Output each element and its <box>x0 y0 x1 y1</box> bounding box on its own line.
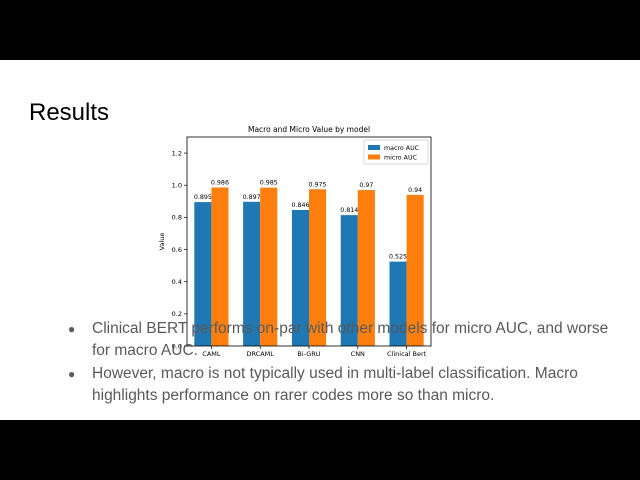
data-label: 0.525 <box>389 254 407 261</box>
bullet-list: Clinical BERT performs on-par with other… <box>68 318 613 408</box>
data-label: 0.846 <box>291 202 309 209</box>
legend-label: macro AUC <box>384 145 420 152</box>
y-tick-label: 1.2 <box>172 149 182 157</box>
bar-micro <box>357 190 375 346</box>
slide-title: Results <box>29 99 110 126</box>
legend-swatch <box>368 154 380 160</box>
bar-macro <box>194 202 212 346</box>
y-tick-label: 0.4 <box>172 278 182 286</box>
chart-title: Macro and Micro Value by model <box>248 125 370 134</box>
bar-micro <box>260 187 278 346</box>
data-label: 0.985 <box>260 180 278 187</box>
bar-micro <box>406 194 424 346</box>
y-tick-label: 0.6 <box>172 246 182 254</box>
data-label: 0.97 <box>359 182 373 189</box>
bullet-item-1: Clinical BERT performs on-par with other… <box>68 318 613 362</box>
bar-macro <box>291 209 309 346</box>
legend-label: micro AUC <box>384 154 418 161</box>
data-label: 0.897 <box>243 194 261 201</box>
y-axis-label: Value <box>158 233 166 251</box>
data-label: 0.986 <box>211 179 229 186</box>
bar-micro <box>309 189 327 346</box>
bar-macro <box>340 215 358 346</box>
data-label: 0.895 <box>194 194 212 201</box>
bar-macro <box>243 201 261 346</box>
legend-swatch <box>368 145 380 150</box>
bar-micro <box>211 187 229 346</box>
y-tick-label: 1.0 <box>172 182 182 190</box>
slide: Results Macro and Micro Value by model 0.… <box>0 60 640 420</box>
bullet-item-2: However, macro is not typically used in … <box>68 363 613 407</box>
data-label: 0.94 <box>408 187 422 194</box>
y-tick-label: 0.8 <box>172 214 182 222</box>
data-label: 0.814 <box>340 207 358 214</box>
bar-chart: Macro and Micro Value by model0.00.20.40… <box>158 125 432 358</box>
data-label: 0.975 <box>309 181 327 188</box>
y-tick-label: 0.2 <box>172 310 182 318</box>
